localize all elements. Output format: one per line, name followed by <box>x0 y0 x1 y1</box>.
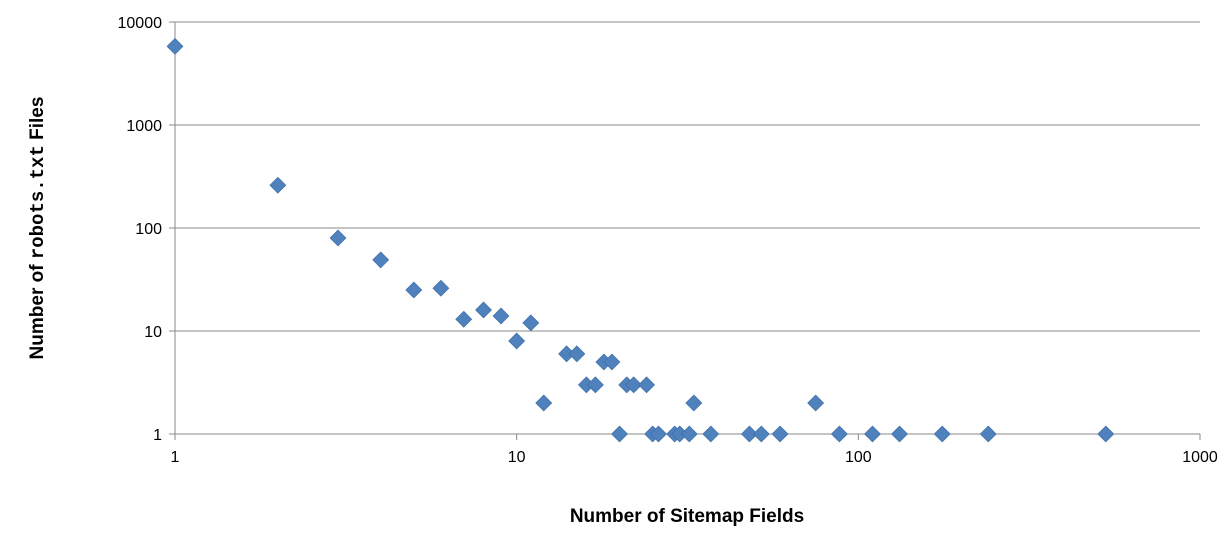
data-point <box>638 376 655 394</box>
data-point <box>405 281 423 299</box>
data-point <box>830 425 848 443</box>
y-tick-label: 10 <box>144 324 162 341</box>
data-point <box>625 376 643 394</box>
y-axis-title-part-2: robots.txt <box>27 145 49 259</box>
data-point <box>979 425 997 443</box>
tick-labels: 1 10 100 1000 10000 1 10 100 1000 <box>118 15 1218 466</box>
y-tick-label: 10000 <box>118 15 163 32</box>
data-point <box>807 394 825 412</box>
y-axis-title: Number of robots.txt Files <box>27 97 49 360</box>
data-point <box>166 37 184 55</box>
x-tick-label: 10 <box>508 449 526 466</box>
data-point <box>685 394 703 412</box>
data-point <box>455 310 473 328</box>
data-points <box>166 37 1115 443</box>
data-point <box>771 425 789 443</box>
gridlines <box>175 21 1200 435</box>
y-tick-label: 1 <box>153 427 162 444</box>
data-point <box>329 229 347 247</box>
y-tick-label: 100 <box>135 221 162 238</box>
x-tick-label: 100 <box>845 449 872 466</box>
data-point <box>603 353 621 371</box>
data-point <box>475 301 492 319</box>
data-point <box>1097 425 1115 443</box>
data-point <box>864 425 881 443</box>
data-point <box>702 425 720 443</box>
data-point <box>740 425 758 443</box>
y-tick-label: 1000 <box>126 118 162 135</box>
data-point <box>535 394 553 412</box>
data-point <box>650 425 667 443</box>
axes <box>169 21 1201 440</box>
data-point <box>372 251 390 269</box>
y-axis-title-part-3: Files <box>27 97 48 146</box>
data-point <box>611 425 628 443</box>
data-point <box>752 425 770 443</box>
data-point <box>891 425 908 443</box>
data-point <box>568 345 586 363</box>
data-point <box>680 425 698 443</box>
x-tick-label: 1 <box>171 449 180 466</box>
x-tick-label: 1000 <box>1182 449 1218 466</box>
data-point <box>522 314 540 332</box>
data-point <box>269 176 287 194</box>
data-point <box>933 425 951 443</box>
y-axis-title-part-1: Number of <box>27 259 48 359</box>
data-point <box>586 376 604 394</box>
data-point <box>508 332 526 350</box>
x-axis-title: Number of Sitemap Fields <box>570 506 804 527</box>
data-point <box>492 307 510 325</box>
data-point <box>432 279 450 297</box>
